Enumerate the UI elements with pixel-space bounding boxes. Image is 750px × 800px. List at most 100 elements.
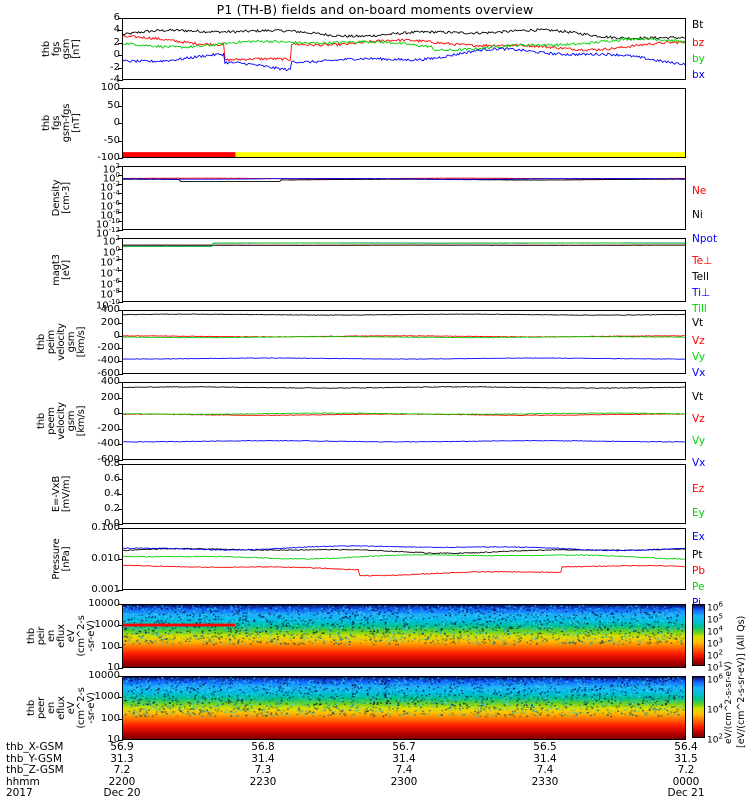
ytick-mark <box>118 625 123 627</box>
ytick-label: 100 <box>100 640 120 652</box>
ytick-label: 6 <box>113 12 120 23</box>
ytick-label: 0.6 <box>104 473 120 484</box>
ytick-label: -400 <box>97 438 120 450</box>
panel-fgs-gsm <box>122 18 686 80</box>
ytick-mark <box>118 202 123 204</box>
panel-magt3 <box>122 238 686 302</box>
ytick-column-density: 102 100 10-2 10-4 10-6 10-8 10-10 10-12 <box>0 162 120 239</box>
ytick-label: 10-4 <box>100 189 120 203</box>
ytick-mark <box>118 280 123 282</box>
legend-item-Vt: Vt <box>692 391 704 403</box>
xaxis-tick-value: 56.5 <box>533 741 557 753</box>
panel-peir-spectrogram <box>122 604 686 668</box>
series-Vx <box>123 357 685 360</box>
series-bz <box>123 35 685 62</box>
ytick-mark <box>118 270 123 271</box>
ytick-mark <box>118 80 123 81</box>
ytick-mark <box>118 428 123 430</box>
legend-item-bz: bz <box>692 37 705 49</box>
xaxis-tick-value: 2230 <box>249 775 277 788</box>
ytick-label: -50 <box>103 134 120 146</box>
ytick-mark <box>118 509 123 510</box>
series-Pb <box>123 564 685 577</box>
panel-e-field <box>122 464 686 524</box>
legend-item-Vx: Vx <box>692 367 706 379</box>
ytick-mark <box>118 42 123 44</box>
ytick-mark <box>118 184 123 186</box>
xaxis-row-label: thb_Z-GSM <box>6 764 64 776</box>
ylabel-fgs-gsm: thb fgs gsm [nT] <box>41 38 82 60</box>
legend-item-Vz: Vz <box>692 413 705 425</box>
ytick-mark <box>118 494 123 495</box>
ytick-mark <box>118 193 123 195</box>
ytick-label: 102 <box>102 234 120 248</box>
ytick-mark <box>118 335 123 337</box>
ytick-mark <box>118 230 123 231</box>
xaxis-tick-value: 56.4 <box>674 741 698 753</box>
legend-item-Pb: Pb <box>692 565 705 577</box>
ylabel-fgs-gsm-minus-fgs: thb fgs gsm-fgs [nT] <box>41 103 82 143</box>
ytick-label: -400 <box>97 355 120 367</box>
xaxis-row-label: hhmm <box>6 775 40 788</box>
legend-item-Ey: Ey <box>692 507 705 519</box>
ytick-mark <box>118 464 123 465</box>
ytick-label: 10-12 <box>95 226 120 240</box>
ytick-mark <box>118 175 123 177</box>
ytick-mark <box>118 220 123 222</box>
ytick-label: 100 <box>100 82 120 93</box>
legend-item-Vy: Vy <box>692 351 706 363</box>
ytick-column-peer-spectrogram: 10000 1000 100 10 <box>0 671 120 745</box>
xaxis-tick-value: 31.4 <box>533 752 557 765</box>
ytick-mark <box>118 302 123 303</box>
xaxis-tick-group: 56.9 31.3 7.2 2200 Dec 20 <box>77 741 167 800</box>
ytick-mark <box>118 460 123 461</box>
ytick-mark <box>118 718 123 720</box>
ytick-label: 10-6 <box>100 276 120 290</box>
series-Vt <box>123 313 685 316</box>
xaxis-tick-value: 2330 <box>531 775 559 788</box>
ytick-mark <box>118 248 123 250</box>
colorbar-tick: 104 <box>707 624 723 638</box>
ytick-label: 0 <box>113 49 120 61</box>
series-bx <box>123 47 685 72</box>
ytick-mark <box>118 259 123 261</box>
ytick-mark <box>118 559 123 560</box>
ytick-label: 1000 <box>94 691 120 703</box>
colorbar-gradient <box>692 676 705 738</box>
panel-pressure <box>122 528 686 590</box>
ytick-mark <box>118 211 123 213</box>
series-Vx <box>123 439 685 443</box>
ytick-label: 10-2 <box>100 255 120 269</box>
ytick-label: 400 <box>100 376 120 387</box>
ylabel-e-field: E=-VxB [mV/m] <box>51 475 72 513</box>
ytick-mark <box>118 67 123 69</box>
ytick-label: -600 <box>97 454 120 465</box>
xaxis-tick-value: 56.8 <box>251 741 275 753</box>
xaxis-row-label: thb_X-GSM <box>6 741 64 753</box>
legend-item-Ne: Ne <box>692 185 707 197</box>
ylabel-peem-velocity: thb peem velocity gsm [km/s] <box>36 402 87 440</box>
legend-item-Npot: Npot <box>692 233 718 245</box>
ytick-label: 10-10 <box>95 216 120 231</box>
xaxis-tick-value: 56.9 <box>110 741 134 753</box>
colorbar-tick: 101 <box>707 660 723 674</box>
ytick-label: 0.010 <box>91 553 120 564</box>
ylabel-pressure: Pressure [nPa] <box>51 538 72 580</box>
series-by <box>123 36 685 52</box>
legend-item-Vx: Vx <box>692 457 706 469</box>
ytick-label: 0 <box>113 329 120 341</box>
xaxis-tick-value: 7.4 <box>536 764 554 776</box>
ytick-column-peir-spectrogram: 10000 1000 100 10 <box>0 599 120 673</box>
series-Vy <box>123 412 685 416</box>
ytick-label: 400 <box>100 304 120 315</box>
series-Pi <box>123 545 685 552</box>
ytick-mark <box>118 646 123 648</box>
legend-item-Vz: Vz <box>692 335 705 347</box>
ytick-column-pressure: 0.100 0.010 0.001 <box>0 523 120 595</box>
legend-item-Ex: Ex <box>692 531 705 543</box>
xaxis-tick-value: 31.4 <box>251 752 275 765</box>
ytick-label: 0.8 <box>104 458 120 469</box>
ytick-label: 0.001 <box>91 584 120 595</box>
ylabel-peim-velocity: thb peim velocity gsm [km/s] <box>36 323 87 361</box>
xaxis-tick-value: 31.5 <box>674 752 698 765</box>
